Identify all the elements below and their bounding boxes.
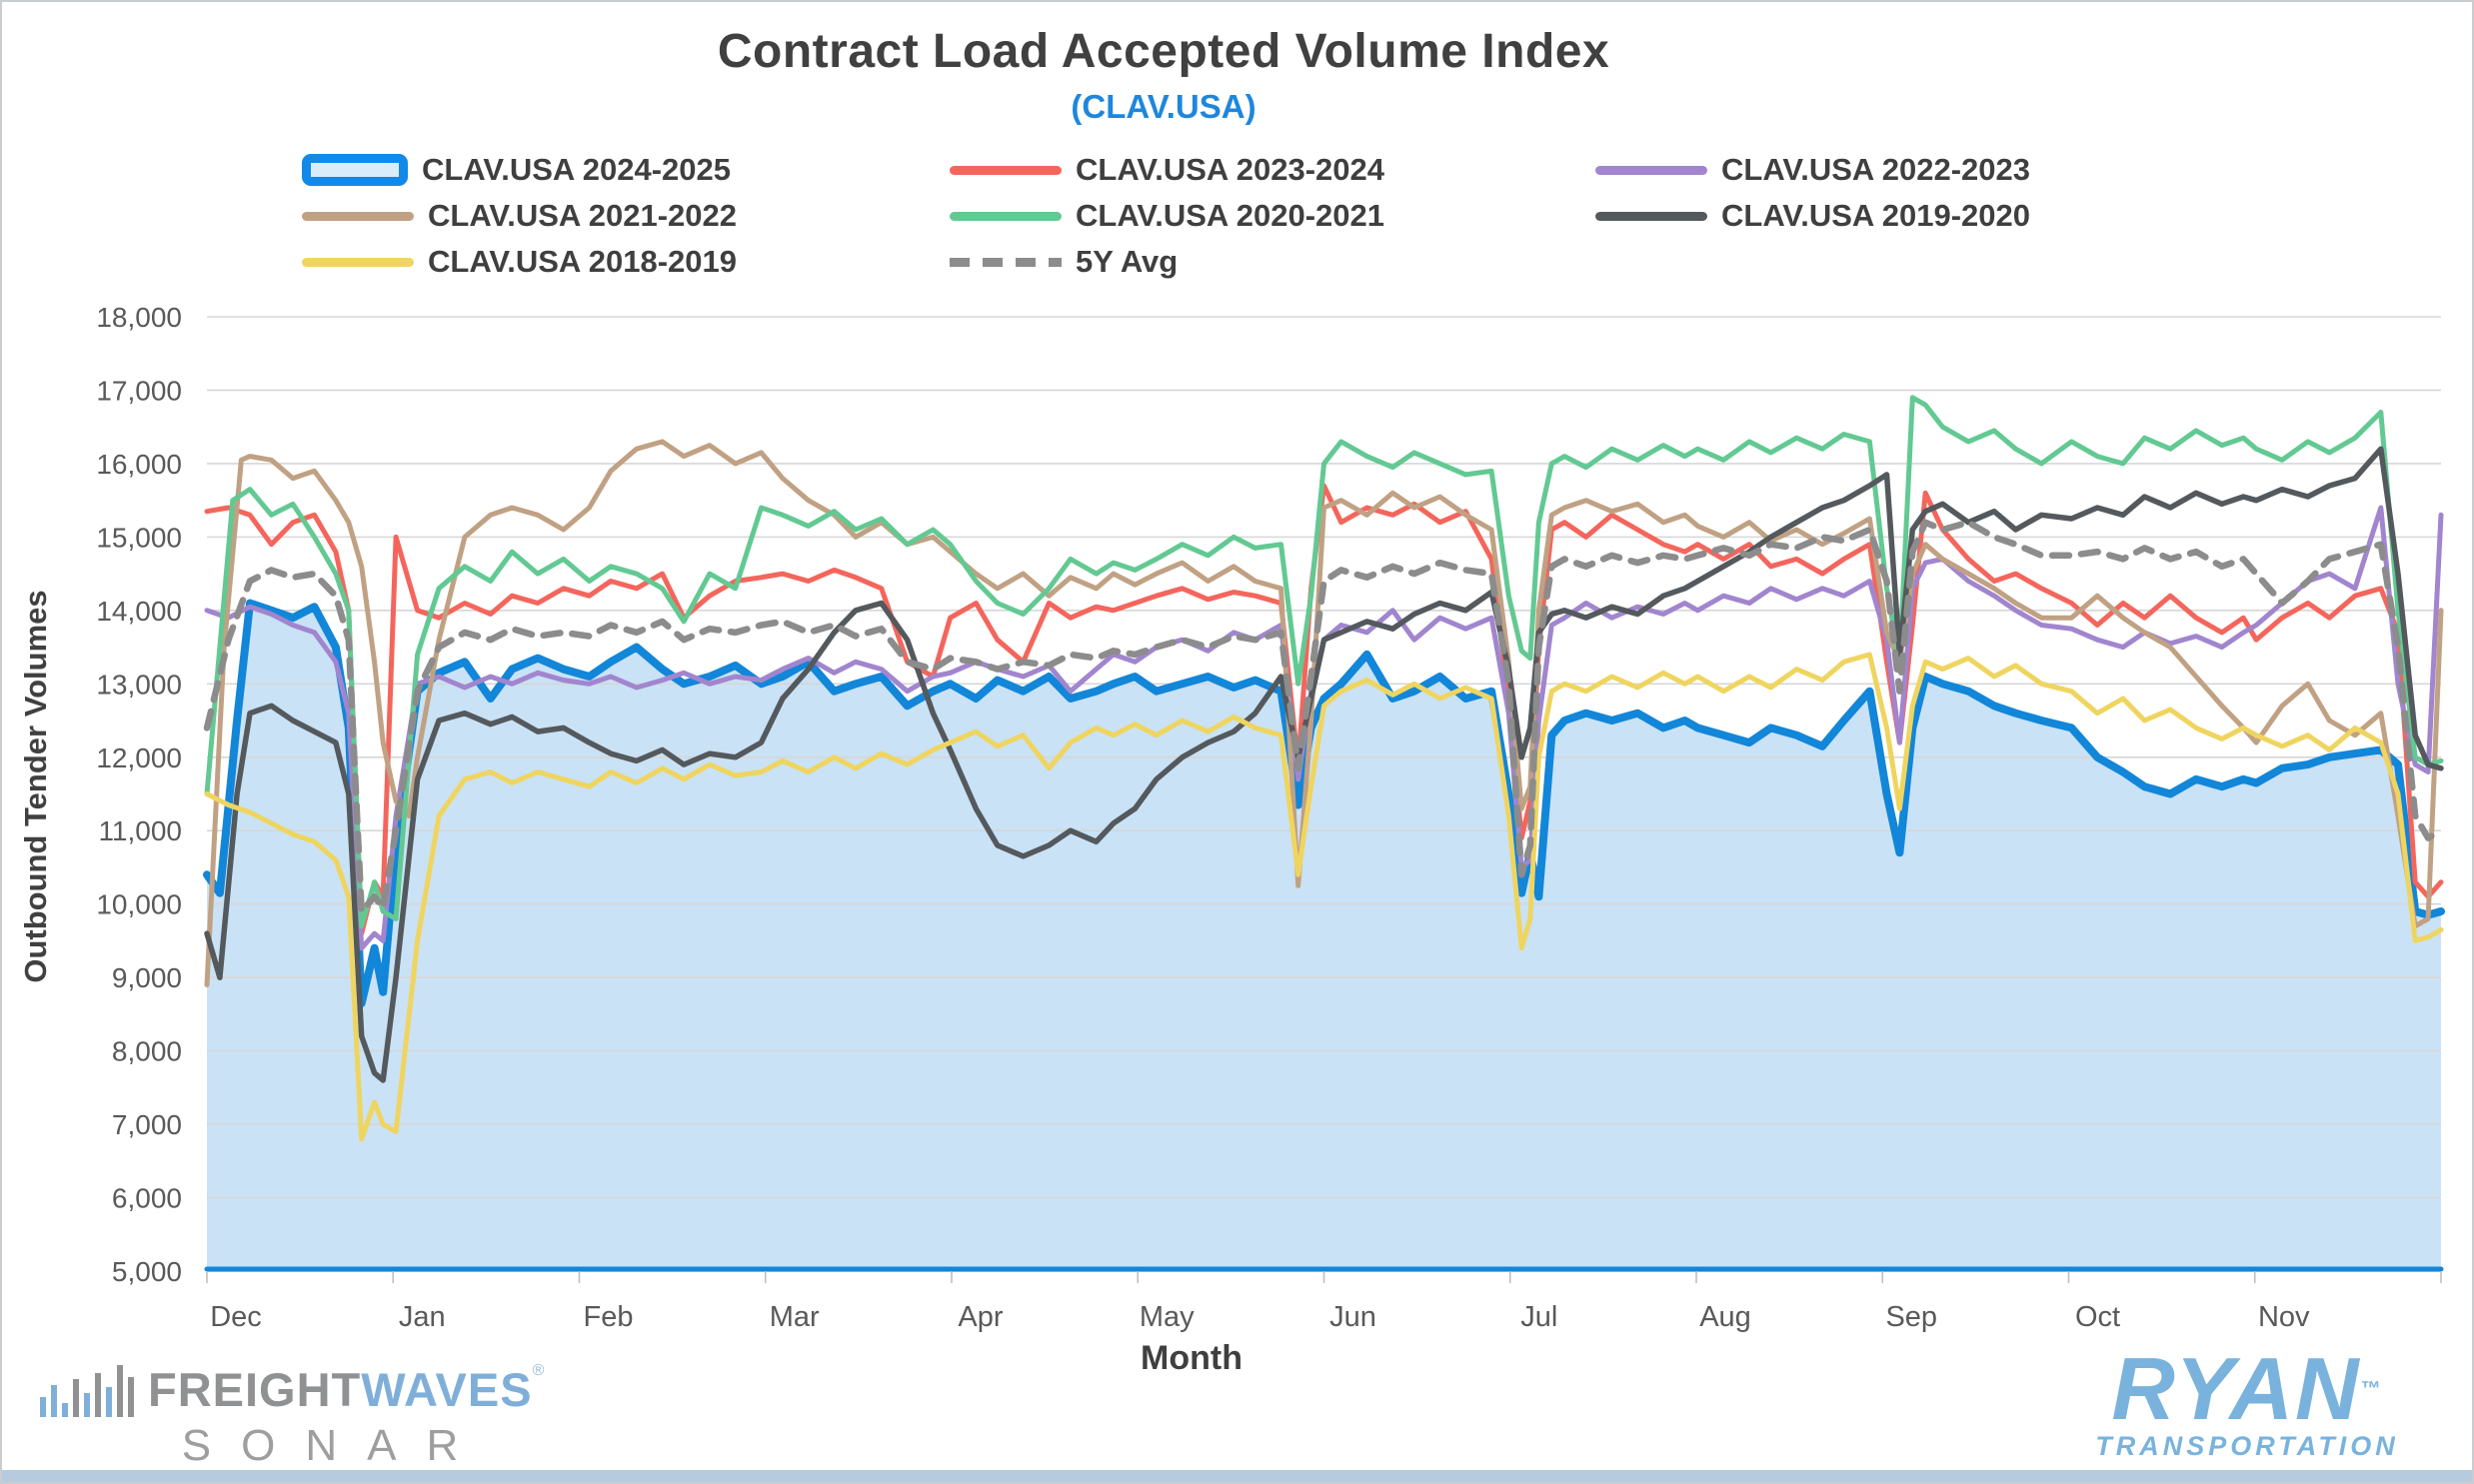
legend-line-swatch <box>302 211 414 221</box>
y-tick-label-13,000: 13,000 <box>96 669 182 700</box>
legend-area-swatch <box>302 154 408 186</box>
legend-item-clav-usa-2020-2021: CLAV.USA 2020-2021 <box>950 194 1384 238</box>
x-tick-label-Sep: Sep <box>1885 1301 1937 1333</box>
x-tick-label-Feb: Feb <box>584 1301 634 1333</box>
y-axis-title: Outbound Tender Volumes <box>18 590 53 983</box>
legend-label: CLAV.USA 2020-2021 <box>1076 198 1385 233</box>
y-tick-label-9,000: 9,000 <box>112 962 182 993</box>
legend-label: CLAV.USA 2021-2022 <box>428 198 738 233</box>
sonar-wordmark: SONAR <box>181 1421 489 1470</box>
y-tick-label-6,000: 6,000 <box>112 1183 182 1214</box>
line-CLAV.USA 2023-2024 <box>204 483 2444 936</box>
x-tick-label-May: May <box>1140 1301 1195 1333</box>
y-tick-label-12,000: 12,000 <box>96 742 182 773</box>
chart-title: Contract Load Accepted Volume Index <box>717 25 1610 78</box>
ryan-sub-wordmark: TRANSPORTATION <box>2095 1431 2399 1461</box>
legend-line-swatch <box>950 211 1062 221</box>
y-tick-label-14,000: 14,000 <box>96 596 182 627</box>
legend-label: CLAV.USA 2024-2025 <box>422 152 732 187</box>
x-tick-label-Nov: Nov <box>2258 1301 2310 1333</box>
bar-glyph <box>95 1373 101 1417</box>
legend-line-swatch <box>302 257 414 267</box>
x-tick-label-Apr: Apr <box>958 1301 1003 1333</box>
legend-item-5y-avg: 5Y Avg <box>950 240 1178 284</box>
legend-line-swatch <box>1595 165 1707 175</box>
ryan-transportation-logo: RYAN™ TRANSPORTATION <box>2067 1339 2427 1462</box>
line-CLAV.USA 2022-2023 <box>204 505 2444 951</box>
x-tick-label-Oct: Oct <box>2075 1301 2120 1333</box>
x-tick-label-Aug: Aug <box>1699 1301 1751 1333</box>
legend-label: 5Y Avg <box>1076 244 1179 279</box>
line-CLAV.USA 2024-2025 <box>203 599 2445 1007</box>
freightwaves-sonar-logo: FREIGHTWAVES® SONAR <box>40 1361 600 1471</box>
bottom-accent-strip <box>2 1470 2472 1482</box>
freightwaves-bars-icon <box>40 1361 134 1417</box>
bar-glyph <box>62 1403 68 1417</box>
y-tick-label-18,000: 18,000 <box>96 302 182 333</box>
bar-glyph <box>51 1385 57 1417</box>
series-lines <box>203 395 2445 1272</box>
y-tick-label-17,000: 17,000 <box>96 375 182 406</box>
line-CLAV.USA 2020-2021 <box>204 395 2444 929</box>
legend-label: CLAV.USA 2022-2023 <box>1721 152 2031 187</box>
bar-glyph <box>73 1379 79 1417</box>
legend-dashed-swatch <box>950 257 1062 267</box>
x-axis-title: Month <box>1141 1339 1242 1377</box>
legend-label: CLAV.USA 2019-2020 <box>1721 198 2031 233</box>
bar-glyph <box>106 1387 112 1417</box>
bar-glyph <box>84 1393 90 1417</box>
legend-item-clav-usa-2021-2022: CLAV.USA 2021-2022 <box>302 194 737 238</box>
legend-item-clav-usa-2024-2025: CLAV.USA 2024-2025 <box>302 148 731 192</box>
freightwaves-wordmark: FREIGHTWAVES® <box>148 1361 545 1416</box>
line-CLAV.USA 2018-2019 <box>204 652 2444 1142</box>
chart-subtitle: (CLAV.USA) <box>1071 88 1256 125</box>
legend-item-clav-usa-2023-2024: CLAV.USA 2023-2024 <box>950 148 1384 192</box>
x-tick-label-Jun: Jun <box>1329 1301 1376 1333</box>
line-CLAV.USA 2021-2022 <box>204 439 2444 987</box>
legend-item-clav-usa-2019-2020: CLAV.USA 2019-2020 <box>1595 194 2030 238</box>
y-tick-label-8,000: 8,000 <box>112 1036 182 1067</box>
line-5Y Avg <box>203 519 2445 915</box>
y-tick-label-15,000: 15,000 <box>96 522 182 553</box>
ryan-wordmark: RYAN™ <box>2111 1339 2383 1438</box>
legend-line-swatch <box>1595 211 1707 221</box>
y-tick-label-5,000: 5,000 <box>112 1256 182 1287</box>
legend-line-swatch <box>950 165 1062 175</box>
y-tick-label-10,000: 10,000 <box>96 889 182 920</box>
x-tick-label-Jul: Jul <box>1520 1301 1557 1333</box>
x-tick-label-Mar: Mar <box>770 1301 820 1333</box>
legend-label: CLAV.USA 2018-2019 <box>428 244 738 279</box>
x-tick-label-Dec: Dec <box>210 1301 262 1333</box>
axis-ticks-and-labels: 5,000 6,000 7,000 8,000 9,000 10,000 11,000 12,… <box>96 302 2442 1333</box>
line-CLAV.USA 2019-2020 <box>204 446 2444 1083</box>
y-tick-label-11,000: 11,000 <box>98 815 182 846</box>
bar-glyph <box>40 1397 46 1417</box>
bar-glyph <box>117 1365 123 1417</box>
y-tick-label-16,000: 16,000 <box>96 449 182 480</box>
bar-glyph <box>128 1377 134 1417</box>
legend-label: CLAV.USA 2023-2024 <box>1076 152 1385 187</box>
legend-item-clav-usa-2018-2019: CLAV.USA 2018-2019 <box>302 240 737 284</box>
legend-item-clav-usa-2022-2023: CLAV.USA 2022-2023 <box>1595 148 2030 192</box>
x-tick-label-Jan: Jan <box>399 1301 446 1333</box>
y-tick-label-7,000: 7,000 <box>112 1109 182 1140</box>
